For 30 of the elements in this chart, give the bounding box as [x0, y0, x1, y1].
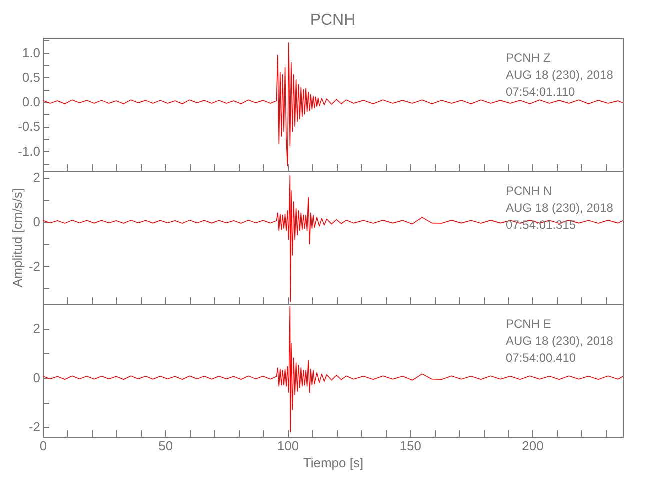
annotation: 07:54:01.110 — [506, 85, 576, 99]
annotation: PCNH E — [506, 317, 552, 331]
y-tick-label: -2 — [28, 420, 40, 435]
annotation: AUG 18 (230), 2018 — [506, 334, 614, 348]
y-tick-label: 0 — [33, 370, 40, 386]
x-axis-title: Tiempo [s] — [303, 456, 364, 470]
line-series — [43, 175, 623, 302]
x-tick-label: 100 — [277, 438, 300, 454]
y-tick-label: 1.0 — [22, 45, 40, 60]
y-tick-label: 2 — [33, 321, 40, 336]
x-tick-label: 200 — [522, 438, 544, 454]
line-series — [43, 42, 623, 166]
y-tick-label: -0.5 — [18, 119, 40, 134]
annotation: 07:54:00.410 — [506, 351, 576, 365]
x-tick-label: 150 — [400, 438, 422, 454]
y-axis-title: Amplitud [cm/s/s] — [10, 188, 25, 288]
y-tick-label: 2 — [33, 170, 40, 186]
y-tick-label: -2 — [28, 258, 40, 274]
chart-title: PCNH — [310, 12, 356, 29]
annotation: 07:54:01.315 — [506, 218, 576, 232]
annotation: PCNH N — [506, 184, 552, 198]
annotation: PCNH Z — [506, 51, 551, 65]
annotation: AUG 18 (230), 2018 — [506, 68, 614, 82]
annotation: AUG 18 (230), 2018 — [506, 201, 614, 215]
y-tick-label: 0.5 — [22, 70, 40, 85]
y-tick-label: -1.0 — [18, 144, 40, 159]
line-series — [43, 306, 623, 432]
x-tick-label: 50 — [158, 438, 174, 454]
y-tick-label: 0 — [33, 214, 40, 230]
y-tick-label: 0.0 — [22, 94, 40, 110]
